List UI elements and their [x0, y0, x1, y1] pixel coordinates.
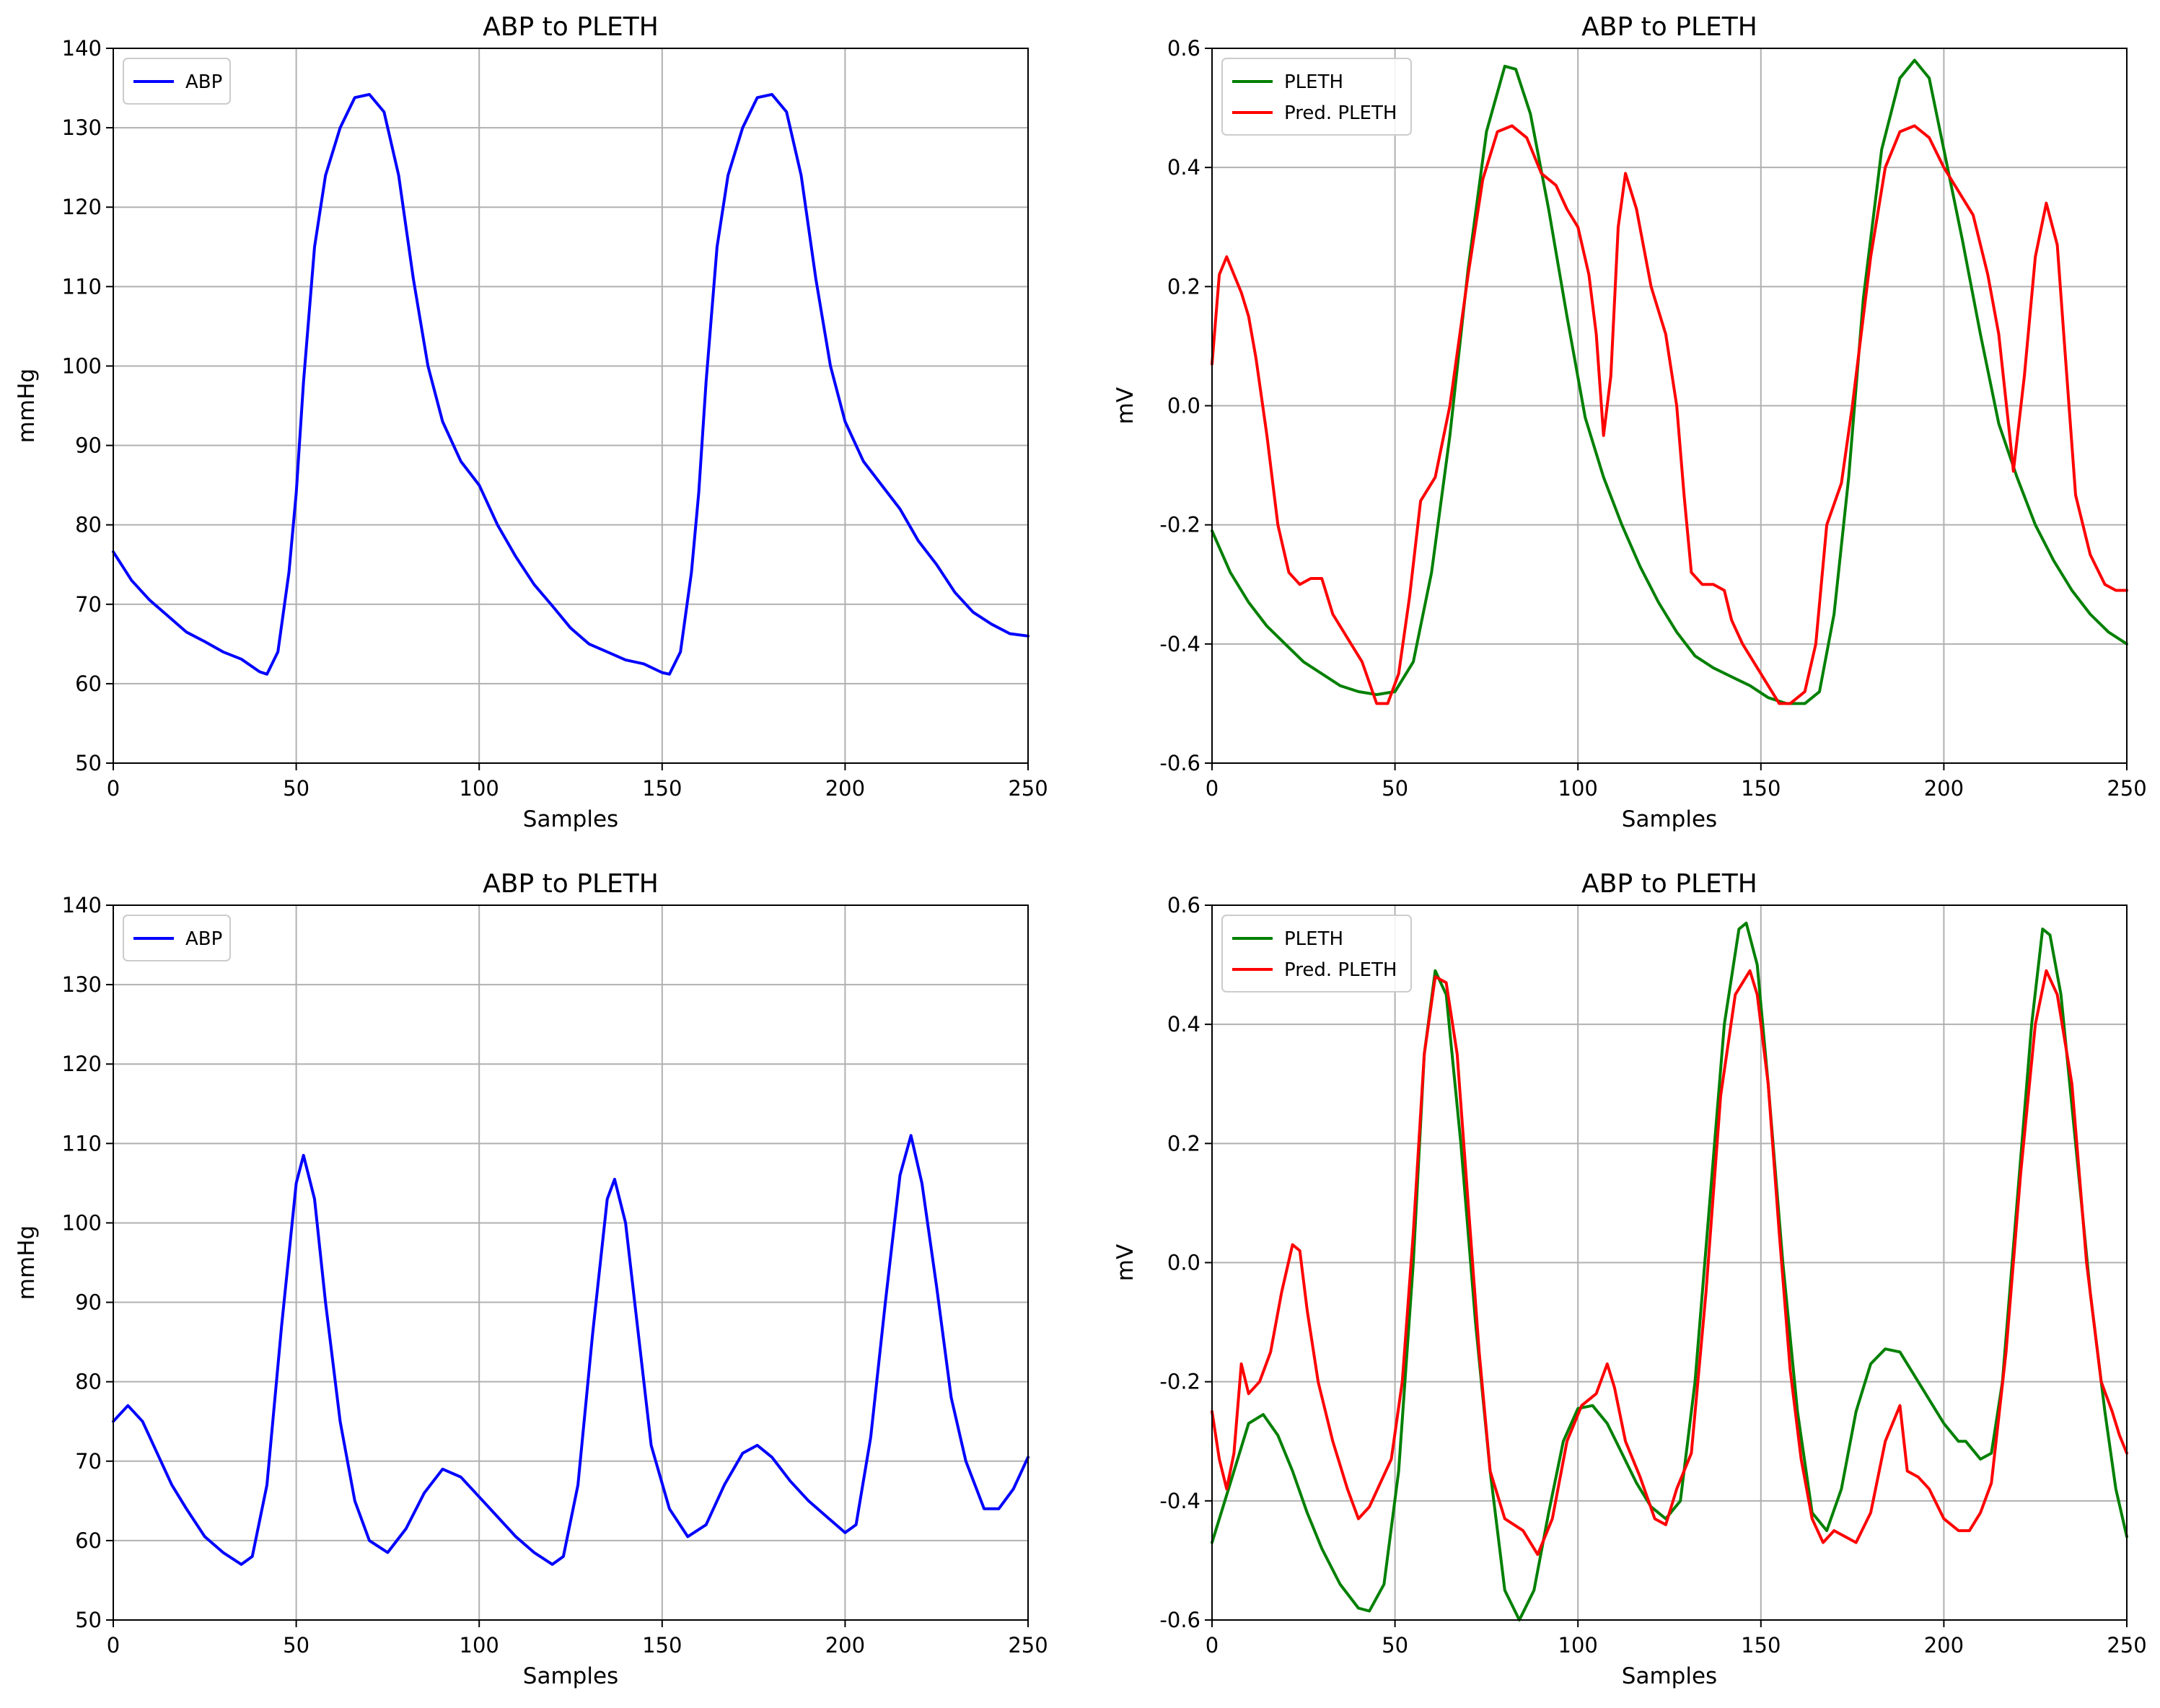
- y-tick-label: 100: [62, 353, 102, 378]
- y-tick-label: 0.6: [1167, 893, 1200, 917]
- x-axis-label: Samples: [523, 1663, 618, 1689]
- x-tick-label: 200: [825, 776, 865, 801]
- y-tick-label: 140: [62, 36, 102, 61]
- series-line-pleth: [1211, 58, 2128, 705]
- y-tick-label: 80: [75, 513, 102, 537]
- y-tick-label: -0.2: [1159, 1370, 1200, 1394]
- legend-label: PLETH: [1284, 71, 1343, 93]
- x-tick-label: 100: [460, 776, 499, 801]
- legend-box: [123, 915, 231, 961]
- y-tick-label: 0.4: [1167, 1012, 1200, 1036]
- legend: PLETH Pred. PLETH: [1221, 58, 1412, 136]
- x-tick-label: 150: [1741, 776, 1781, 801]
- x-tick-label: 50: [1382, 1633, 1408, 1658]
- x-tick-label: 0: [107, 776, 120, 801]
- x-tick-label: 50: [283, 776, 309, 801]
- x-tick-label: 200: [1924, 1633, 1964, 1658]
- y-tick-label: -0.6: [1159, 751, 1200, 775]
- y-axis-label: mmHg: [14, 1225, 40, 1300]
- subplot-4: 0 50 100 150 200 250 -0.6 -0.4 -0.2 0.0 0.2 0.4 0.6 A…: [1112, 869, 2147, 1689]
- x-tick-label: 200: [825, 1633, 865, 1658]
- x-tick-label: 150: [1741, 1633, 1781, 1658]
- legend: ABP: [123, 58, 231, 105]
- y-tick-label: 0.4: [1167, 155, 1200, 180]
- x-tick-label: 0: [1206, 1633, 1219, 1658]
- y-tick-label: -0.4: [1159, 1489, 1200, 1513]
- series-line-pleth: [1211, 921, 2128, 1621]
- legend-label: PLETH: [1284, 928, 1343, 950]
- y-tick-label: 0.0: [1167, 394, 1200, 418]
- y-tick-label: 50: [75, 751, 102, 775]
- y-tick-label: 60: [75, 1528, 102, 1553]
- y-axis-label: mV: [1112, 387, 1138, 424]
- legend-label: Pred. PLETH: [1284, 102, 1397, 124]
- y-tick-label: 140: [62, 893, 102, 917]
- x-axis-label: Samples: [523, 806, 618, 832]
- plot-frame: [113, 904, 1029, 1621]
- x-axis-label: Samples: [1622, 1663, 1717, 1689]
- y-tick-label: 130: [62, 972, 102, 997]
- legend-box: [123, 58, 231, 105]
- x-tick-label: 0: [1206, 776, 1219, 801]
- x-axis-label: Samples: [1622, 806, 1717, 832]
- y-tick-label: 60: [75, 672, 102, 696]
- legend: PLETH Pred. PLETH: [1221, 915, 1412, 992]
- legend-label: ABP: [185, 928, 222, 950]
- y-tick-label: 120: [62, 195, 102, 219]
- y-tick-label: 80: [75, 1370, 102, 1394]
- x-tick-label: 250: [2107, 776, 2146, 801]
- x-tick-label: 100: [1558, 776, 1598, 801]
- y-tick-label: 70: [75, 592, 102, 617]
- y-tick-label: 90: [75, 433, 102, 458]
- x-tick-label: 100: [460, 1633, 499, 1658]
- chart-title: ABP to PLETH: [483, 12, 659, 42]
- plot-frame: [113, 48, 1029, 764]
- y-tick-label: 110: [62, 274, 102, 299]
- series-line-pred-pleth: [1211, 969, 2128, 1557]
- x-tick-label: 50: [283, 1633, 309, 1658]
- y-axis-label: mmHg: [14, 369, 40, 443]
- y-tick-label: 120: [62, 1052, 102, 1076]
- x-tick-label: 250: [1008, 1633, 1048, 1658]
- y-tick-label: 70: [75, 1449, 102, 1474]
- y-tick-label: 130: [62, 115, 102, 140]
- y-tick-label: 50: [75, 1608, 102, 1632]
- legend-box: [1221, 58, 1412, 136]
- legend-label: ABP: [185, 71, 222, 93]
- series-line-abp: [112, 92, 1029, 676]
- series-line-pred-pleth: [1211, 124, 2128, 705]
- legend-box: [1221, 915, 1412, 992]
- x-tick-label: 200: [1924, 776, 1964, 801]
- y-tick-label: 0.6: [1167, 36, 1200, 61]
- y-tick-label: 110: [62, 1131, 102, 1155]
- chart-title: ABP to PLETH: [483, 869, 659, 899]
- series-line-abp: [112, 1134, 1029, 1566]
- chart-title: ABP to PLETH: [1581, 12, 1757, 42]
- x-tick-label: 250: [2107, 1633, 2146, 1658]
- y-tick-label: 0.2: [1167, 274, 1200, 299]
- y-tick-label: 0.2: [1167, 1131, 1200, 1155]
- x-tick-label: 0: [107, 1633, 120, 1658]
- legend: ABP: [123, 915, 231, 961]
- y-axis-label: mV: [1112, 1244, 1138, 1281]
- y-tick-label: 0.0: [1167, 1251, 1200, 1275]
- x-tick-label: 250: [1008, 776, 1048, 801]
- subplot-2: 0 50 100 150 200 250 -0.6 -0.4 -0.2 0.0 0.2 0.4 0.6 A…: [1112, 12, 2147, 832]
- subplot-3: 0 50 100 150 200 2505060708090100110120130140…: [14, 869, 1048, 1689]
- x-tick-label: 100: [1558, 1633, 1598, 1658]
- x-tick-label: 50: [1382, 776, 1408, 801]
- y-tick-label: -0.2: [1159, 513, 1200, 537]
- y-tick-label: -0.6: [1159, 1608, 1200, 1632]
- chart-title: ABP to PLETH: [1581, 869, 1757, 899]
- x-tick-label: 150: [642, 1633, 682, 1658]
- y-tick-label: 100: [62, 1210, 102, 1235]
- subplot-1: 0 50 100 150 200 2505060708090100110120130140…: [14, 12, 1048, 832]
- y-tick-label: 90: [75, 1290, 102, 1315]
- legend-label: Pred. PLETH: [1284, 959, 1397, 981]
- x-tick-label: 150: [642, 776, 682, 801]
- y-tick-label: -0.4: [1159, 632, 1200, 656]
